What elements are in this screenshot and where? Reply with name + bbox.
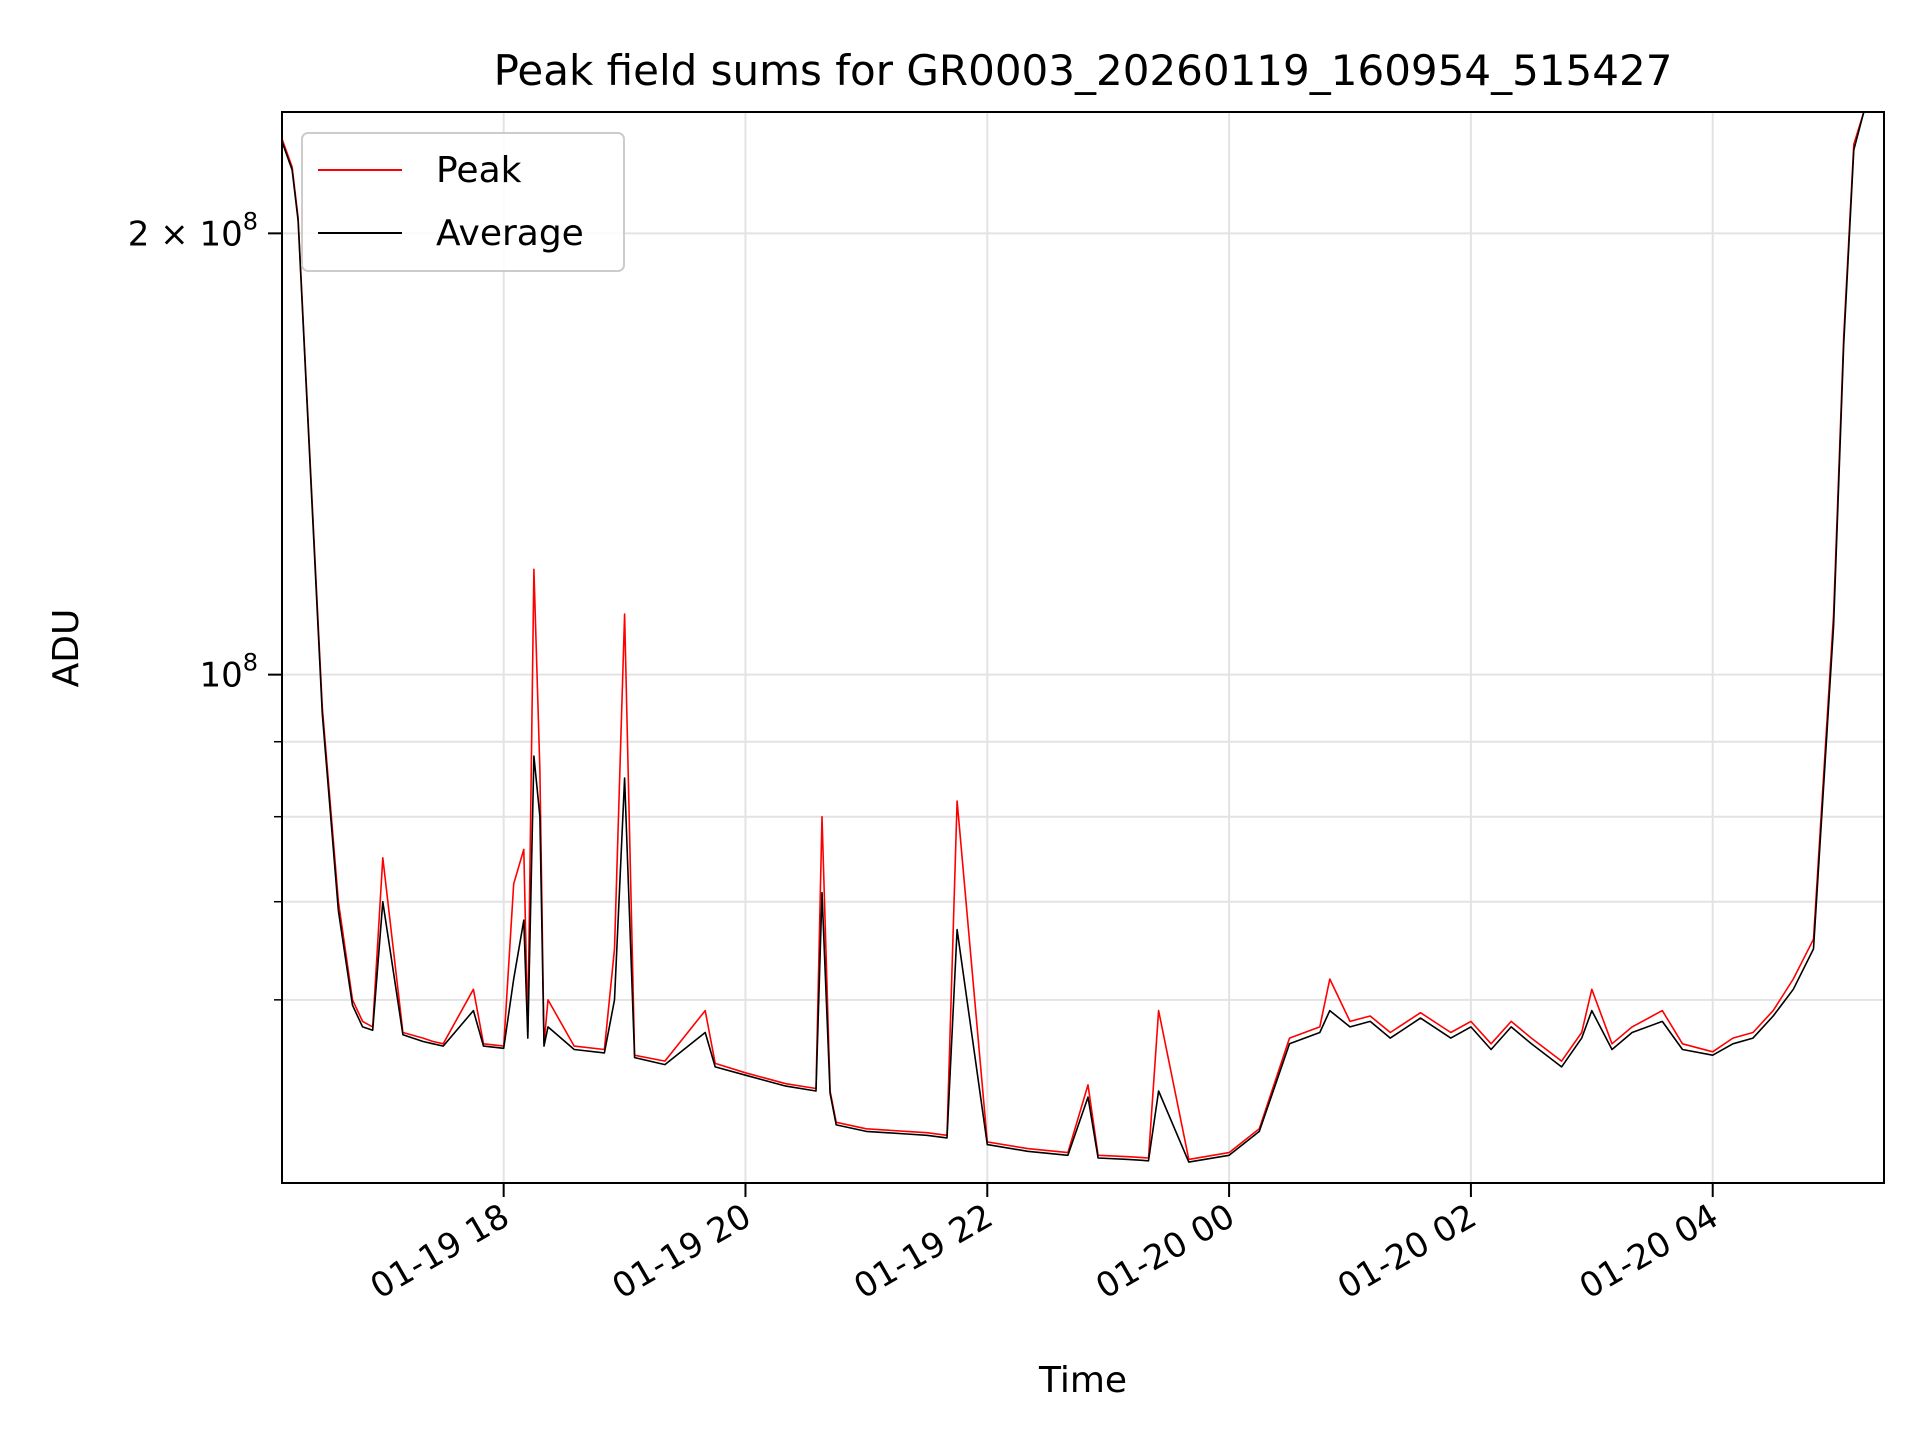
legend-label-peak: Peak: [436, 150, 522, 191]
grid-lines: [282, 112, 1884, 1183]
y-tick-label: 2 × 108: [128, 207, 258, 254]
plot-area: [282, 112, 1884, 1163]
legend-label-average: Average: [436, 213, 584, 254]
series-line-peak: [282, 112, 1884, 1161]
series-line-average: [282, 112, 1884, 1163]
y-tick-base: 10: [199, 656, 242, 696]
y-tick-mantissa: 2 ×: [128, 214, 200, 254]
y-tick-exponent: 8: [243, 649, 258, 677]
x-axis-label: Time: [1038, 1360, 1127, 1401]
legend-box: [301, 132, 625, 272]
y-tick-label: 108: [199, 649, 258, 696]
y-tick-exponent: 8: [243, 207, 258, 235]
legend: Peak Average: [301, 132, 625, 272]
y-axis-label: ADU: [46, 609, 87, 688]
y-tick-base: 10: [199, 214, 242, 254]
plot-frame: [281, 111, 1885, 1184]
chart-title: Peak field sums for GR0003_20260119_1609…: [494, 46, 1673, 95]
